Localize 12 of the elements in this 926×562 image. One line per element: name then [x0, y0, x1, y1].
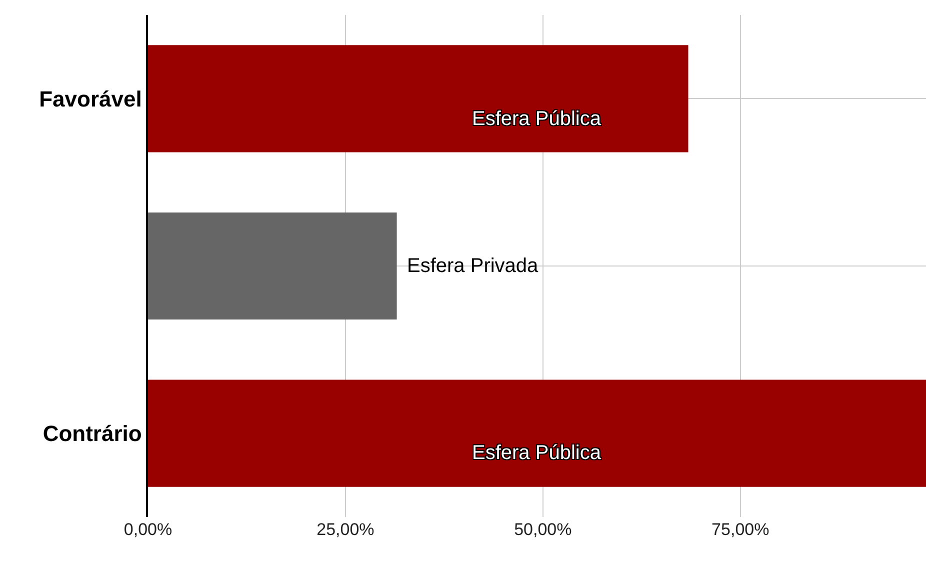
bar — [148, 212, 397, 320]
y-tick-label: Contrário — [42, 421, 142, 446]
bar — [148, 45, 688, 152]
bar — [148, 380, 926, 487]
y-tick-label: Favorável — [39, 86, 142, 112]
x-tick-label: 0,00% — [124, 520, 172, 539]
x-tick-label: 25,00% — [316, 520, 374, 539]
x-tick-label: 75,00% — [712, 520, 770, 539]
series-label: Esfera Privada — [407, 255, 540, 277]
x-tick-label: 50,00% — [514, 520, 572, 539]
text: Esfera Pública — [472, 442, 601, 464]
series-label: Esfera Pública — [472, 108, 602, 130]
